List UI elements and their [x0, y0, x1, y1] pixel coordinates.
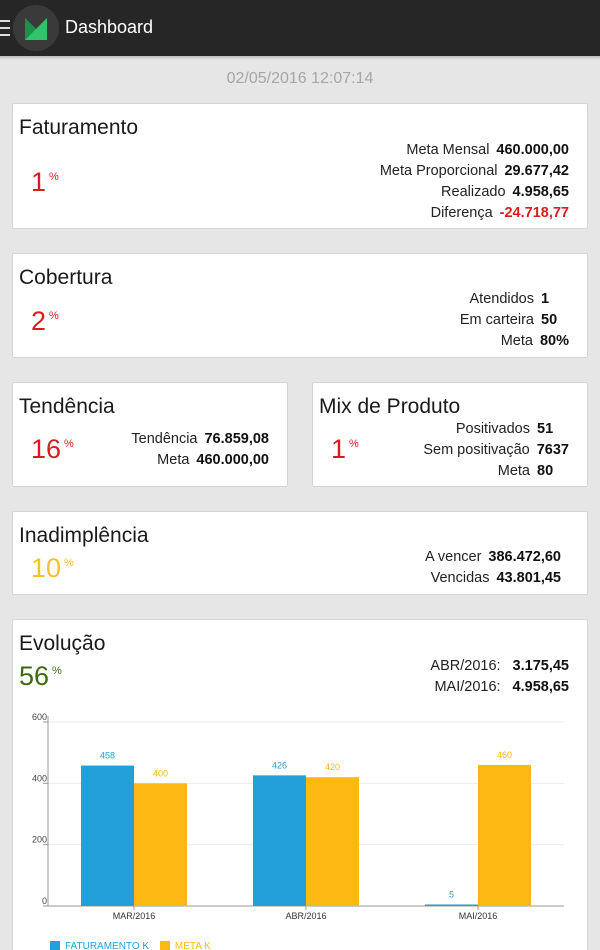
app-bar: Dashboard — [0, 0, 600, 56]
faturamento-values: Meta Mensal 460.000,00 Meta Proporcional 2… — [379, 142, 569, 221]
tendencia-values: Tendência 76.859,08 Meta 460.000,00 — [131, 431, 269, 468]
menu-icon[interactable] — [0, 20, 10, 36]
card-title: Evolução — [19, 632, 106, 655]
mix-percent: 1% — [331, 434, 359, 464]
x-tick-label: MAI/2016 — [459, 911, 498, 921]
data-label: 460 — [497, 750, 512, 760]
y-tick-label: 600 — [32, 712, 47, 722]
legend-swatch — [50, 941, 60, 950]
cobertura-percent: 2% — [31, 306, 59, 336]
bar-meta-k — [478, 764, 531, 906]
card-title: Cobertura — [19, 266, 113, 289]
legend-item[interactable]: META K — [159, 941, 211, 950]
card-title: Faturamento — [19, 116, 139, 139]
y-tick-label: 0 — [42, 896, 47, 906]
inadimplencia-values: A vencer 386.472,60 Vencidas 43.801,45 — [425, 549, 561, 586]
legend-item[interactable]: FATURAMENTO K — [50, 941, 149, 950]
inadimplencia-card[interactable]: Inadimplência 10% A vencer 386.472,60 Ven… — [12, 511, 588, 595]
evolucao-values: ABR/2016: 3.175,45 MAI/2016: 4.958,65 — [430, 658, 569, 695]
data-label: 426 — [272, 760, 287, 770]
card-title: Mix de Produto — [319, 395, 461, 418]
bar-meta-k — [306, 777, 359, 906]
bar-faturamento-k — [253, 775, 306, 906]
evolucao-percent: 56% — [19, 661, 62, 691]
x-tick-label: ABR/2016 — [285, 911, 326, 921]
chart-legend: FATURAMENTO K META K — [50, 941, 219, 950]
faturamento-card[interactable]: Faturamento 1% Meta Mensal 460.000,00 Met… — [12, 103, 588, 229]
logo-icon — [25, 18, 47, 40]
mix-produto-card[interactable]: Mix de Produto 1% Positivados 51 Sem posi… — [312, 382, 588, 487]
data-label: 458 — [100, 751, 115, 761]
timestamp: 02/05/2016 12:07:14 — [226, 70, 374, 87]
y-tick-label: 200 — [32, 835, 47, 845]
app-logo[interactable] — [13, 5, 59, 51]
bar-meta-k — [134, 783, 187, 906]
evolucao-chart: 0 200 400 600 458 400 MAR/2016 426 420 ABR/2016 5 4… — [14, 702, 574, 950]
bar-chart: 0 200 400 600 458 400 MAR/2016 426 420 ABR/2016 5 4… — [32, 712, 564, 921]
mix-values: Positivados 51 Sem positivação 7637 Meta 80 — [423, 421, 569, 479]
x-tick-label: MAR/2016 — [113, 911, 156, 921]
y-tick-label: 400 — [32, 773, 47, 783]
data-label: 400 — [153, 768, 168, 778]
card-title: Tendência — [19, 395, 115, 418]
faturamento-percent: 1% — [31, 167, 59, 197]
inadimplencia-percent: 10% — [31, 553, 74, 583]
legend-swatch — [159, 941, 170, 950]
page-title: Dashboard — [65, 17, 154, 37]
data-label: 420 — [325, 762, 340, 772]
tendencia-percent: 16% — [31, 434, 74, 464]
card-title: Inadimplência — [19, 524, 149, 547]
cobertura-card[interactable]: Cobertura 2% Atendidos 1 Em carteira 50 Me… — [12, 253, 588, 358]
tendencia-card[interactable]: Tendência 16% Tendência 76.859,08 Meta 460… — [12, 382, 288, 487]
data-label: 5 — [449, 889, 454, 899]
cobertura-values: Atendidos 1 Em carteira 50 Meta 80% — [459, 291, 569, 349]
bar-faturamento-k — [425, 904, 478, 906]
bar-faturamento-k — [81, 765, 134, 906]
